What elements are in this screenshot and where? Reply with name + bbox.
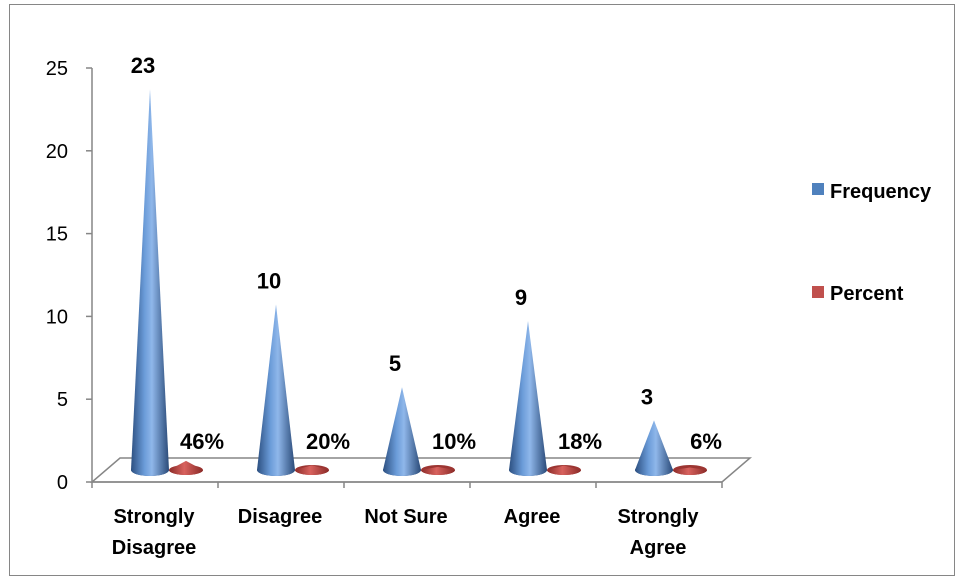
category-label: Agree [630,537,687,559]
frequency-cone [635,420,673,476]
frequency-data-label: 9 [515,285,527,310]
y-ticks: 0 5 10 15 20 25 [46,58,92,494]
legend: Frequency Percent [812,181,932,305]
percent-data-label: 20% [306,429,350,454]
percent-data-label: 10% [432,429,476,454]
cones [131,89,707,477]
frequency-cone [131,89,169,477]
frequency-data-label: 10 [257,268,281,293]
percent-data-label: 46% [180,429,224,454]
category-label: Disagree [238,506,323,528]
frequency-cone [257,304,295,476]
frequency-data-label: 3 [641,384,653,409]
category-label: Strongly [617,506,699,528]
category-label: Disagree [112,537,197,559]
legend-label-percent: Percent [830,283,904,305]
x-ticks [91,482,723,488]
frequency-cone [383,387,421,476]
category-label: Not Sure [364,506,447,528]
frequency-cone [509,320,547,476]
data-labels: 23 10 5 9 3 46% 20% 10% 18% 6% [131,53,722,454]
percent-data-label: 6% [690,429,722,454]
legend-swatch-percent [812,286,824,298]
percent-cone [295,465,329,475]
percent-cone [421,466,455,475]
category-label: Agree [504,506,561,528]
legend-swatch-frequency [812,183,824,195]
y-tick-label: 25 [46,58,68,80]
frequency-data-label: 5 [389,351,401,376]
y-tick-label: 10 [46,306,68,328]
percent-cone [547,465,581,475]
category-label: Strongly [113,506,195,528]
y-tick-label: 15 [46,224,68,246]
frequency-data-label: 23 [131,53,155,78]
legend-label-frequency: Frequency [830,181,932,203]
y-tick-label: 0 [57,472,68,494]
percent-cone [169,460,203,475]
category-labels: Strongly Disagree Disagree Not Sure Agree Str… [112,506,700,559]
percent-data-label: 18% [558,429,602,454]
percent-cone [673,467,707,475]
y-tick-label: 5 [57,389,68,411]
y-tick-label: 20 [46,141,68,163]
